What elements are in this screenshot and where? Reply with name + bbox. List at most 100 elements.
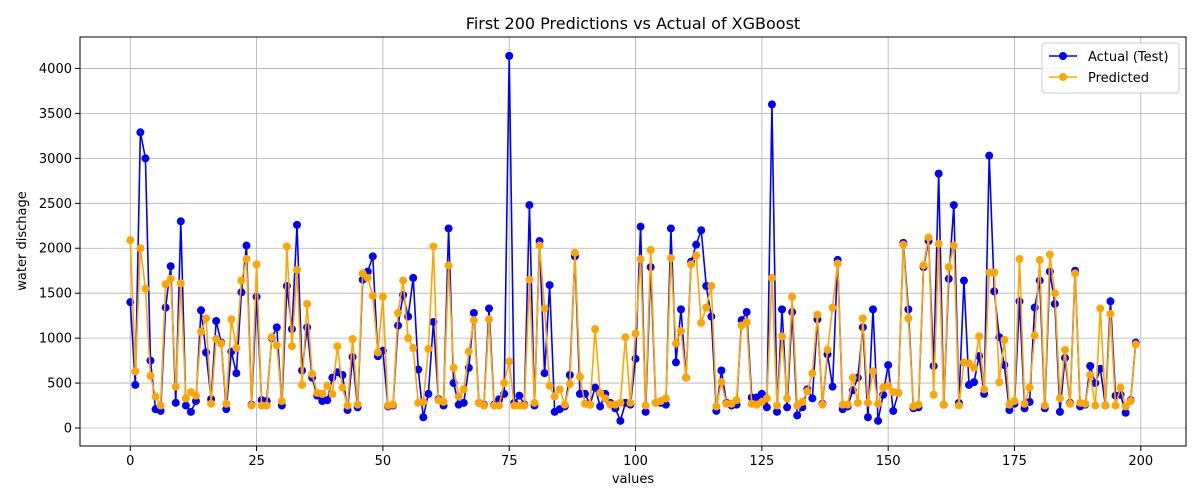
data-point-actual — [338, 370, 347, 379]
data-point-predicted — [485, 315, 493, 324]
data-point-predicted — [949, 241, 958, 250]
data-point-actual — [616, 416, 625, 425]
data-point-actual — [934, 169, 943, 178]
data-point-predicted — [1060, 345, 1069, 354]
data-point-actual — [237, 288, 246, 297]
data-point-predicted — [687, 260, 696, 269]
data-point-predicted — [641, 401, 650, 410]
chart-title: First 200 Predictions vs Actual of XGBoo… — [466, 14, 800, 33]
legend-entry-actual: Actual (Test) — [1049, 50, 1169, 65]
data-point-predicted — [1035, 255, 1044, 264]
data-point-predicted — [1040, 401, 1049, 410]
data-point-actual — [677, 305, 685, 314]
data-point-predicted — [151, 392, 160, 401]
data-point-actual — [767, 100, 776, 109]
data-point-predicted — [318, 389, 327, 398]
data-point-predicted — [409, 344, 418, 353]
data-point-predicted — [464, 347, 473, 356]
data-point-predicted — [788, 292, 797, 301]
data-point-predicted — [712, 402, 721, 411]
data-point-predicted — [990, 268, 999, 277]
data-point-actual — [1096, 364, 1105, 373]
data-point-predicted — [692, 251, 701, 260]
data-point-predicted — [732, 396, 741, 405]
series-predicted — [126, 233, 1140, 411]
data-point-predicted — [601, 394, 610, 403]
data-point-actual — [368, 252, 377, 261]
data-point-predicted — [540, 304, 549, 313]
data-point-predicted — [126, 236, 135, 245]
data-point-actual — [176, 217, 185, 226]
data-point-actual — [414, 365, 423, 374]
data-point-predicted — [853, 398, 862, 407]
data-point-predicted — [565, 379, 574, 388]
data-point-actual — [131, 380, 140, 389]
y-tick-label: 3500 — [39, 107, 72, 122]
data-point-predicted — [394, 308, 403, 317]
data-point-actual — [272, 323, 281, 332]
y-tick-label: 2500 — [39, 197, 72, 212]
data-point-predicted — [176, 279, 185, 288]
data-point-predicted — [171, 382, 180, 391]
data-point-predicted — [1131, 340, 1140, 349]
data-point-predicted — [166, 274, 175, 283]
data-point-predicted — [671, 339, 680, 348]
data-point-predicted — [666, 254, 675, 263]
data-point-predicted — [389, 400, 397, 409]
data-point-predicted — [146, 371, 155, 380]
x-tick-label: 200 — [1128, 454, 1153, 469]
y-tick-label: 1000 — [39, 332, 72, 347]
y-tick-label: 2000 — [39, 242, 72, 257]
data-point-predicted — [222, 399, 231, 408]
data-point-predicted — [560, 400, 569, 409]
data-point-actual — [540, 369, 549, 378]
data-point-actual — [828, 382, 837, 391]
data-point-predicted — [934, 239, 943, 248]
data-point-actual — [136, 128, 145, 137]
legend-label-actual: Actual (Test) — [1088, 50, 1169, 65]
data-point-predicted — [338, 383, 347, 392]
data-point-predicted — [677, 326, 685, 335]
data-point-predicted — [525, 275, 534, 284]
data-point-actual — [959, 276, 968, 285]
y-tick-label: 500 — [47, 377, 72, 392]
data-point-predicted — [1055, 394, 1064, 403]
data-point-predicted — [717, 378, 726, 387]
data-point-predicted — [1121, 402, 1130, 411]
data-point-predicted — [141, 284, 150, 293]
data-point-actual — [1121, 408, 1130, 417]
data-point-predicted — [636, 255, 645, 264]
data-point-predicted — [136, 244, 145, 253]
data-point-predicted — [424, 344, 433, 353]
data-point-actual — [485, 304, 493, 313]
data-point-predicted — [242, 255, 251, 264]
data-point-predicted — [904, 314, 913, 323]
data-point-actual — [884, 361, 893, 370]
data-point-predicted — [631, 329, 640, 338]
y-tick-label: 1500 — [39, 287, 72, 302]
data-point-actual — [348, 353, 357, 362]
data-point-predicted — [363, 273, 372, 282]
data-point-predicted — [899, 240, 908, 249]
data-point-predicted — [596, 388, 605, 397]
data-point-predicted — [919, 261, 928, 270]
data-point-predicted — [555, 385, 564, 394]
data-point-predicted — [419, 397, 428, 406]
y-axis-label: water dischage — [15, 191, 30, 290]
data-point-predicted — [626, 398, 635, 407]
data-point-actual — [186, 407, 195, 416]
data-point-predicted — [767, 273, 776, 282]
series-layer — [126, 51, 1140, 425]
data-point-predicted — [833, 259, 842, 268]
data-point-predicted — [404, 334, 413, 343]
data-point-predicted — [798, 397, 807, 406]
data-point-predicted — [762, 394, 771, 403]
data-point-predicted — [884, 381, 893, 390]
data-point-predicted — [1066, 399, 1075, 408]
data-point-predicted — [267, 333, 276, 342]
data-point-actual — [762, 403, 771, 412]
data-point-predicted — [586, 400, 595, 409]
data-point-predicted — [247, 401, 256, 410]
x-tick-label: 0 — [126, 454, 134, 469]
